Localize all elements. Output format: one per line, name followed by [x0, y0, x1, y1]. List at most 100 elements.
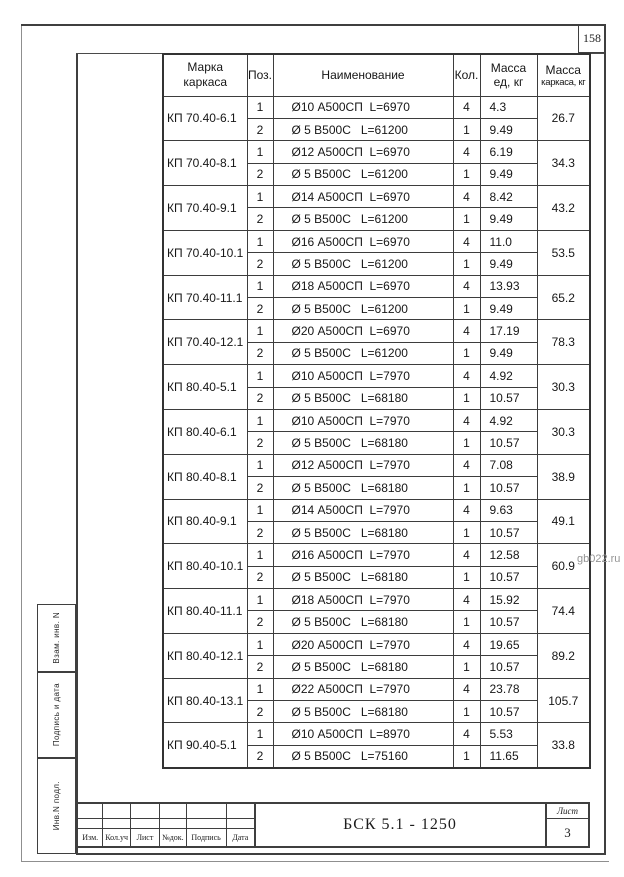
name-cell: Ø 5 В500С L=68180: [272, 520, 454, 545]
mark-cell: КП 70.40-12.1: [162, 319, 248, 366]
pos-cell: 2: [246, 207, 274, 231]
table-row: КП 80.40-12.1 1 Ø20 А500СП L=7970 4 19.65 89.…: [162, 632, 591, 679]
revision-cell-empty: [226, 804, 254, 819]
spec-table-body: КП 70.40-6.1 1 Ø10 А500СП L=6970 4 4.3 26.7 2 Ø…: [162, 95, 591, 769]
frame-border-top: [21, 24, 606, 26]
sheet-cell: Лист 3: [545, 802, 590, 848]
qty-cell: 1: [452, 341, 481, 366]
qty-cell: 1: [452, 520, 481, 545]
unit-mass-cell: 9.49: [479, 252, 538, 276]
pos-cell: 1: [246, 364, 274, 388]
qty-cell: 4: [452, 229, 481, 254]
qty-cell: 1: [452, 117, 481, 142]
doc-number-cell: БСК 5.1 - 1250: [255, 802, 545, 848]
col-header-total-mass-line1: Масса: [545, 62, 581, 77]
spec-table: Марка каркаса Поз. Наименование Кол. Мас…: [162, 53, 591, 769]
table-row: КП 80.40-13.1 1 Ø22 А500СП L=7970 4 23.78 105…: [162, 677, 591, 724]
qty-cell: 1: [452, 386, 481, 410]
total-mass-cell: 26.7: [536, 95, 591, 142]
revision-cell-empty: [226, 819, 254, 829]
unit-mass-cell: 11.0: [479, 229, 538, 254]
unit-mass-cell: 17.19: [479, 319, 538, 343]
name-cell: Ø 5 В500С L=68180: [272, 476, 454, 500]
col-header-pos: Поз.: [246, 53, 274, 97]
total-mass-cell: 60.9: [536, 543, 591, 590]
unit-mass-cell: 10.57: [479, 520, 538, 545]
pos-cell: 2: [246, 297, 274, 321]
name-cell: Ø 5 В500С L=75160: [272, 744, 454, 769]
mark-cell: КП 80.40-5.1: [162, 364, 248, 410]
total-mass-cell: 30.3: [536, 364, 591, 410]
mark-cell: КП 80.40-11.1: [162, 588, 248, 634]
table-row: КП 80.40-9.1 1 Ø14 А500СП L=7970 4 9.63 49.1: [162, 498, 591, 545]
table-row: КП 70.40-11.1 1 Ø18 А500СП L=6970 4 13.93 65.…: [162, 274, 591, 321]
col-header-total-mass-line2: каркаса, кг: [541, 76, 586, 88]
pos-cell: 1: [246, 274, 274, 299]
qty-cell: 4: [452, 185, 481, 209]
unit-mass-cell: 4.92: [479, 408, 538, 433]
qty-cell: 4: [452, 498, 481, 522]
revision-cell-empty: [130, 819, 160, 829]
total-mass-cell: 89.2: [536, 632, 591, 679]
unit-mass-cell: 9.63: [479, 498, 538, 522]
qty-cell: 4: [452, 274, 481, 299]
qty-cell: 1: [452, 207, 481, 231]
mark-cell: КП 70.40-10.1: [162, 229, 248, 276]
revision-cell-empty: [130, 804, 160, 819]
frame-border-left: [76, 53, 78, 854]
revision-cell-empty: [78, 804, 103, 819]
name-cell: Ø10 А500СП L=7970: [272, 408, 454, 433]
revision-col-label: Подпись: [191, 833, 221, 842]
qty-cell: 4: [452, 364, 481, 388]
qty-cell: 1: [452, 700, 481, 724]
name-cell: Ø14 А500СП L=7970: [272, 498, 454, 522]
name-cell: Ø 5 В500С L=61200: [272, 297, 454, 321]
pos-cell: 1: [246, 588, 274, 612]
revision-col-label: №док.: [162, 833, 184, 842]
revision-cell-empty: [186, 804, 226, 819]
name-cell: Ø10 А500СП L=8970: [272, 722, 454, 746]
total-mass-cell: 53.5: [536, 229, 591, 276]
revision-column: Подпись: [186, 804, 227, 846]
mark-cell: КП 70.40-6.1: [162, 95, 248, 142]
qty-cell: 4: [452, 588, 481, 612]
col-header-unit-mass: Масса ед, кг: [479, 53, 538, 97]
name-cell: Ø16 А500СП L=6970: [272, 229, 454, 254]
mark-cell: КП 80.40-12.1: [162, 632, 248, 679]
total-mass-cell: 34.3: [536, 140, 591, 187]
name-cell: Ø18 А500СП L=6970: [272, 274, 454, 299]
revision-cell-empty: [78, 819, 103, 829]
trim-line-left: [21, 24, 22, 862]
revision-column: Лист: [130, 804, 161, 846]
total-mass-cell: 49.1: [536, 498, 591, 545]
table-row: КП 80.40-11.1 1 Ø18 А500СП L=7970 4 15.92 74.…: [162, 588, 591, 634]
qty-cell: 1: [452, 610, 481, 634]
pos-cell: 1: [246, 632, 274, 657]
name-cell: Ø18 А500СП L=7970: [272, 588, 454, 612]
qty-cell: 1: [452, 565, 481, 590]
col-header-mark-line1: Марка: [187, 60, 224, 75]
mark-cell: КП 80.40-9.1: [162, 498, 248, 545]
doc-number: БСК 5.1 - 1250: [343, 816, 457, 833]
pos-cell: 2: [246, 655, 274, 679]
col-header-name: Наименование: [272, 53, 454, 97]
pos-cell: 2: [246, 162, 274, 187]
revision-col-label: Лист: [136, 833, 154, 842]
total-mass-cell: 105.7: [536, 677, 591, 724]
mark-cell: КП 90.40-5.1: [162, 722, 248, 769]
revision-col-label: Кол.уч: [105, 833, 129, 842]
qty-cell: 4: [452, 632, 481, 657]
pos-cell: 2: [246, 476, 274, 500]
name-cell: Ø 5 В500С L=61200: [272, 252, 454, 276]
watermark: gb022.ru: [577, 553, 621, 565]
name-cell: Ø14 А500СП L=6970: [272, 185, 454, 209]
unit-mass-cell: 5.53: [479, 722, 538, 746]
unit-mass-cell: 8.42: [479, 185, 538, 209]
